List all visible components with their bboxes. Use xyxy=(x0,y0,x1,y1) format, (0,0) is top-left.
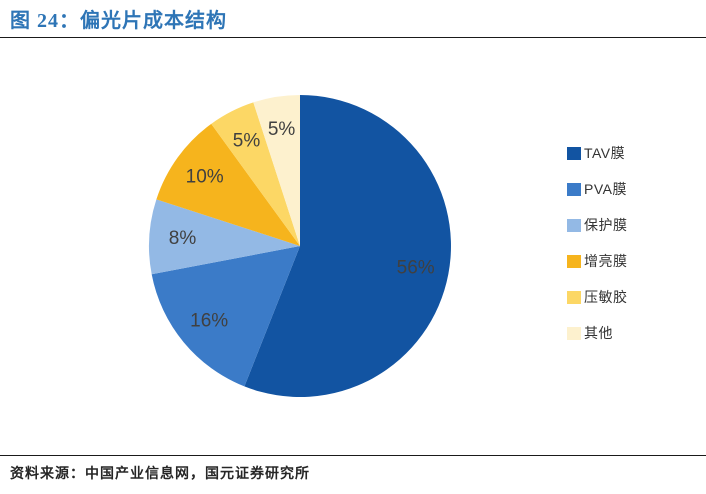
pie-label-3: 10% xyxy=(186,166,224,187)
legend-item-1: PVA膜 xyxy=(567,179,628,199)
legend-item-2: 保护膜 xyxy=(567,215,628,235)
legend-label: 保护膜 xyxy=(584,217,628,233)
pie-label-0: 56% xyxy=(397,258,435,279)
pie-slice-0 xyxy=(244,95,451,397)
pie-slice-2 xyxy=(148,199,300,275)
pie-slice-5 xyxy=(253,95,300,246)
legend-swatch xyxy=(567,254,581,268)
bottom-divider xyxy=(0,455,706,456)
pie-slice-1 xyxy=(151,246,300,387)
legend-item-0: TAV膜 xyxy=(567,143,628,163)
legend-item-5: 其他 xyxy=(567,323,628,343)
legend-item-3: 增亮膜 xyxy=(567,251,628,271)
pie-label-1: 16% xyxy=(190,311,228,332)
figure-title: 图 24：偏光片成本结构 xyxy=(10,10,227,32)
legend-item-4: 压敏胶 xyxy=(567,287,628,307)
legend-label: 增亮膜 xyxy=(584,253,628,269)
legend-label: PVA膜 xyxy=(584,181,627,197)
source-note: 资料来源：中国产业信息网，国元证券研究所 xyxy=(10,467,310,482)
legend-swatch xyxy=(567,290,581,304)
legend-swatch xyxy=(567,326,581,340)
pie-slice-4 xyxy=(211,102,300,246)
pie-label-4: 5% xyxy=(233,131,261,152)
pie-label-5: 5% xyxy=(268,119,296,140)
legend-label: 其他 xyxy=(584,325,613,341)
chart-legend: TAV膜 PVA膜保护膜增亮膜压敏胶其他 xyxy=(567,143,628,343)
legend-swatch xyxy=(567,182,581,196)
legend-label: 压敏胶 xyxy=(584,289,628,305)
pie-label-2: 8% xyxy=(169,228,197,249)
top-divider xyxy=(0,37,706,38)
legend-swatch xyxy=(567,218,581,232)
pie-chart: 56% 16% 8% 10% 5% 5% xyxy=(148,95,451,397)
legend-label: TAV膜 xyxy=(584,145,626,161)
legend-swatch xyxy=(567,146,581,160)
pie-slice-3 xyxy=(156,123,300,246)
